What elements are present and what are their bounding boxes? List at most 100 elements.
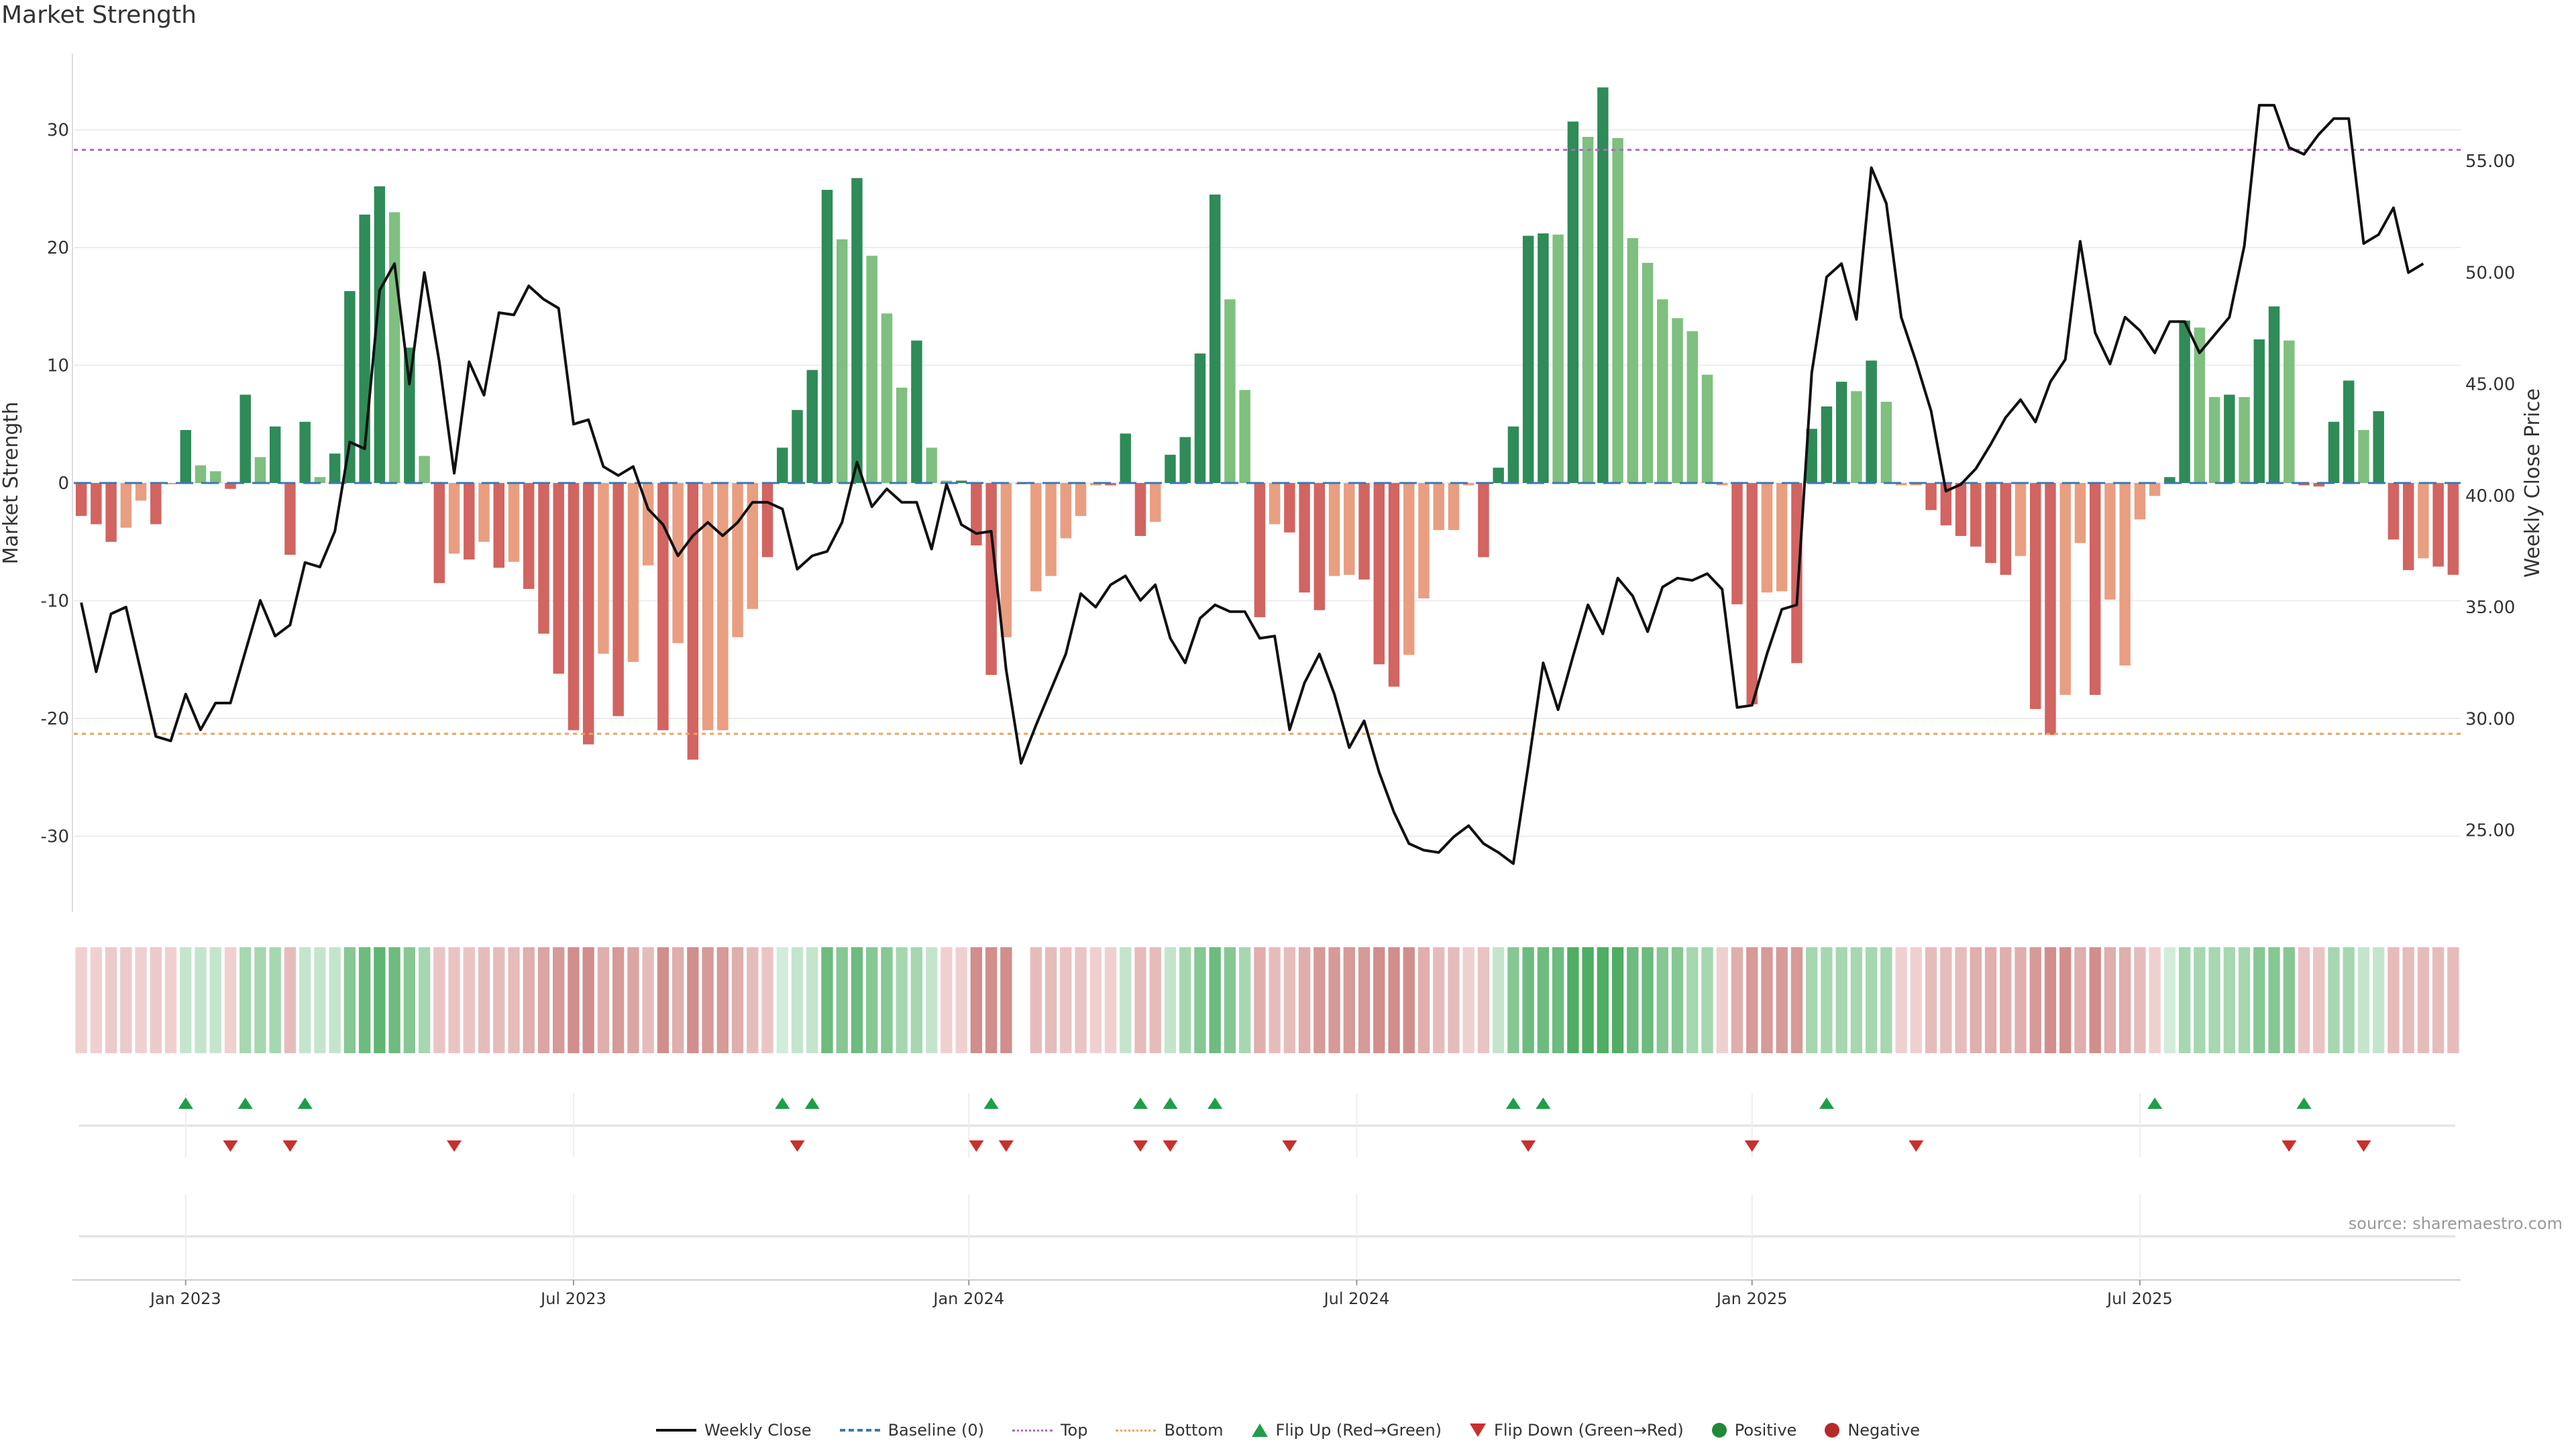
x-tick-label: Jan 2023 [149, 1289, 221, 1308]
heat-cell [1477, 947, 1490, 1053]
legend-positive: Positive [1711, 1421, 1797, 1440]
flip-up-marker [237, 1097, 253, 1109]
strength-bar [1761, 483, 1773, 593]
heat-cell [747, 947, 759, 1053]
strength-bar [239, 394, 251, 483]
heat-cell [2178, 947, 2191, 1053]
heat-cell [716, 947, 729, 1053]
heat-cell [1373, 947, 1385, 1053]
y2-tick-label: 35.00 [2465, 598, 2515, 618]
strength-bar [1746, 483, 1758, 704]
strength-bar [1672, 318, 1683, 483]
red-dot-icon [1825, 1423, 1840, 1438]
strength-bar [1806, 429, 1817, 483]
flip-up-marker [297, 1097, 313, 1109]
heat-cell [1701, 947, 1713, 1053]
heat-cell [2029, 947, 2041, 1053]
flip-down-marker [282, 1140, 298, 1152]
legend: Weekly Close Baseline (0) Top Bottom Fli… [0, 1421, 2576, 1440]
heat-strip [75, 947, 2459, 1053]
heat-cell [2268, 947, 2280, 1053]
heat-cell [941, 947, 953, 1053]
heat-cell [1611, 947, 1624, 1053]
strength-bar [1120, 433, 1131, 483]
heat-cell [672, 947, 684, 1053]
strength-bar [1090, 483, 1102, 486]
heat-cell [702, 947, 714, 1053]
strength-bar [404, 347, 415, 483]
strength-bar [1165, 454, 1176, 483]
legend-label: Positive [1734, 1421, 1797, 1440]
heat-cell [1686, 947, 1699, 1053]
heat-cell [1522, 947, 1534, 1053]
heat-cell [1910, 947, 1923, 1053]
strength-bar [195, 465, 207, 483]
strength-bar [1403, 483, 1415, 655]
flip-up-marker [983, 1097, 999, 1109]
legend-bottom-swatch [1116, 1429, 1157, 1432]
heat-cell [1283, 947, 1296, 1053]
heat-cell [1835, 947, 1847, 1053]
heat-cell [791, 947, 804, 1053]
heat-cell [1388, 947, 1400, 1053]
heat-cell [1403, 947, 1415, 1053]
y2-tick-label: 40.00 [2465, 486, 2515, 506]
heat-cell [687, 947, 699, 1053]
strength-bar [866, 256, 877, 483]
heat-cell [299, 947, 311, 1053]
y2-tick-label: 50.00 [2465, 263, 2515, 283]
heat-cell [896, 947, 908, 1053]
legend-label: Flip Down (Green→Red) [1494, 1421, 1684, 1440]
strength-bar [1970, 483, 1982, 547]
heat-cell [254, 947, 266, 1053]
y-axis-label: Market Strength [0, 402, 23, 564]
strength-bar [598, 483, 609, 654]
heat-cell [1805, 947, 1818, 1053]
flip-down-marker [1163, 1140, 1178, 1152]
flip-up-marker [2147, 1097, 2163, 1109]
heat-cell [493, 947, 505, 1053]
strength-bar [1269, 483, 1281, 525]
strength-bar [2224, 394, 2235, 483]
strength-bar [627, 483, 639, 662]
heat-cell [374, 947, 386, 1053]
strength-bar [1299, 483, 1310, 593]
heat-cell [1015, 947, 1027, 1053]
heat-cell [1970, 947, 1982, 1053]
y2-tick-label: 45.00 [2465, 375, 2515, 395]
strength-bar [2328, 421, 2340, 483]
heat-cell [1194, 947, 1206, 1053]
heat-cell [1984, 947, 1997, 1053]
heat-cell [851, 947, 863, 1053]
heat-cell [836, 947, 848, 1053]
strength-bar [1448, 483, 1460, 531]
heat-cell [1448, 947, 1460, 1053]
flip-down-marker [2282, 1140, 2297, 1152]
heat-cell [2163, 947, 2176, 1053]
heat-cell [657, 947, 669, 1053]
weekly-close-line [80, 103, 2424, 865]
strength-bar [1239, 390, 1250, 483]
strength-bar [568, 483, 580, 731]
heat-cell [2074, 947, 2086, 1053]
strength-bar [1462, 483, 1474, 486]
flip-down-marker [223, 1140, 238, 1152]
flip-up-marker [178, 1097, 193, 1109]
strength-bar [582, 483, 594, 745]
strength-bar [493, 483, 504, 568]
strength-bar [374, 186, 386, 483]
strength-bar [1000, 483, 1012, 637]
heat-cell [1537, 947, 1550, 1053]
heat-cell [1850, 947, 1863, 1053]
heat-cell [1328, 947, 1340, 1053]
flip-down-marker [1282, 1140, 1297, 1152]
strength-bar [1478, 483, 1489, 557]
heat-cell [1417, 947, 1430, 1053]
strength-bar [1717, 483, 1728, 486]
strength-bar [2268, 306, 2280, 483]
strength-bar [1851, 391, 1862, 483]
green-dot-icon [1711, 1423, 1727, 1438]
strength-bar [1045, 483, 1057, 576]
strength-bar [1418, 483, 1430, 598]
